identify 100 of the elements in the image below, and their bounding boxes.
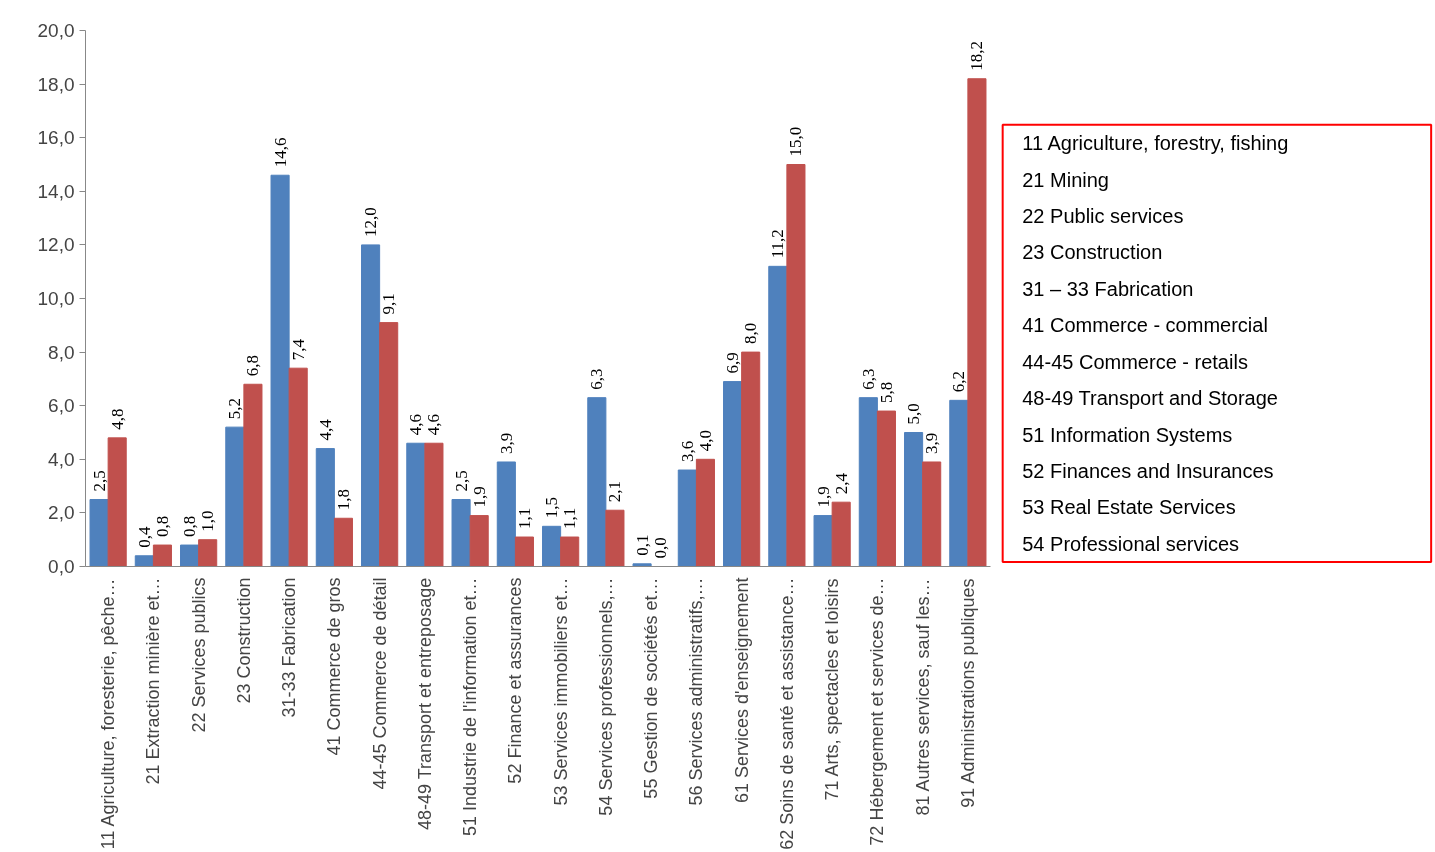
data-label: 3,9 <box>496 432 516 454</box>
bar <box>813 515 833 567</box>
data-label: 12,0 <box>361 207 381 237</box>
bar <box>225 426 245 567</box>
bar <box>180 544 200 567</box>
bar <box>424 442 444 567</box>
x-tick-label: 91 Administrations publiques <box>957 578 978 808</box>
bar <box>605 509 625 567</box>
bar <box>632 563 652 567</box>
y-tick-label: 4,0 <box>48 448 75 470</box>
bar <box>695 458 715 567</box>
bar <box>134 555 154 567</box>
bar <box>949 399 969 567</box>
x-tick-label: 44-45 Commerce de détail <box>369 577 390 790</box>
y-tick-label: 16,0 <box>37 127 75 149</box>
bar <box>514 536 534 567</box>
bar <box>496 461 516 567</box>
x-tick-label: 41 Commerce de gros <box>324 577 345 756</box>
y-tick-label: 14,0 <box>37 180 75 202</box>
x-tick-label: 81 Autres services, sauf les… <box>912 578 933 816</box>
bar <box>876 410 896 567</box>
x-tick-label: 52 Finance et assurances <box>505 577 526 784</box>
text: 11 Agriculture, forestry, fishing <box>1022 132 1289 155</box>
bar <box>107 437 127 567</box>
data-label: 11,2 <box>768 229 788 259</box>
data-label: 4,8 <box>107 408 127 430</box>
bar <box>677 469 697 567</box>
data-label: 9,1 <box>379 293 399 315</box>
data-label: 1,0 <box>198 510 218 532</box>
x-tick-label: 11 Agriculture, foresterie, pêche… <box>98 578 119 850</box>
data-label: 3,6 <box>677 440 697 463</box>
x-tick-label: 62 Soins de santé et assistance… <box>776 577 797 850</box>
bar <box>741 351 761 567</box>
x-tick-label: 22 Services publics <box>188 577 209 733</box>
text: 41 Commerce - commercial <box>1022 314 1268 337</box>
y-tick-label: 0,0 <box>48 556 75 577</box>
data-label: 0,0 <box>650 537 670 559</box>
data-label: 15,0 <box>786 126 806 157</box>
data-label: 6,2 <box>949 371 969 393</box>
bar <box>243 383 263 567</box>
text: 54 Professional services <box>1022 532 1240 555</box>
bar <box>786 164 806 567</box>
y-tick-label: 10,0 <box>37 288 75 309</box>
data-label: 2,4 <box>831 472 851 495</box>
x-tick-label: 23 Construction <box>233 577 254 704</box>
bar <box>922 461 942 567</box>
data-label: 1,5 <box>542 497 562 519</box>
data-label: 4,6 <box>424 413 444 436</box>
text: 31 – 33 Fabrication <box>1022 277 1194 300</box>
bar <box>904 432 924 567</box>
bar <box>152 544 172 567</box>
data-label: 4,6 <box>406 413 426 436</box>
data-label: 8,0 <box>741 322 761 345</box>
data-label: 6,3 <box>858 368 878 390</box>
text: 48-49 Transport and Storage <box>1022 387 1278 410</box>
data-label: 0,1 <box>632 534 652 556</box>
text: 44-45 Commerce - retails <box>1022 350 1248 373</box>
text: 53 Real Estate Services <box>1022 496 1236 519</box>
data-label: 6,9 <box>723 352 743 374</box>
x-tick-label: 48-49 Transport et entreposage <box>414 577 435 830</box>
bar <box>723 381 743 567</box>
bar <box>858 397 878 567</box>
y-tick-label: 18,0 <box>37 73 75 95</box>
text: 52 Finances and Insurances <box>1022 460 1274 483</box>
x-tick-label: 55 Gestion de sociétés et… <box>641 577 662 799</box>
y-tick-label: 8,0 <box>48 341 75 363</box>
bar <box>768 265 788 567</box>
bar <box>587 397 607 567</box>
y-tick-label: 6,0 <box>48 395 75 417</box>
data-label: 6,8 <box>243 355 263 377</box>
data-label: 5,8 <box>876 381 896 404</box>
bar <box>315 448 335 567</box>
data-label: 0,8 <box>180 515 200 538</box>
bar <box>406 442 426 567</box>
data-label: 1,9 <box>469 486 489 508</box>
y-tick-label: 20,0 <box>37 20 75 41</box>
bar <box>542 525 562 567</box>
y-tick-label: 12,0 <box>37 234 75 256</box>
x-tick-label: 56 Services administratifs,… <box>686 577 707 806</box>
text: 22 Public services <box>1022 204 1184 227</box>
bar <box>361 244 381 567</box>
data-label: 18,2 <box>967 40 987 71</box>
data-label: 2,1 <box>605 480 625 503</box>
bar <box>967 78 987 567</box>
data-label: 2,5 <box>451 470 471 492</box>
bar <box>270 174 290 567</box>
x-tick-label: 31-33 Fabrication <box>279 577 300 718</box>
bar <box>379 322 399 567</box>
x-tick-label: 71 Arts, spectacles et loisirs <box>822 578 843 801</box>
data-label: 1,1 <box>560 507 580 530</box>
y-tick-label: 2,0 <box>48 502 75 524</box>
data-label: 3,9 <box>922 432 942 454</box>
data-label: 14,6 <box>270 137 290 168</box>
x-tick-label: 72 Hébergement et services de… <box>867 577 888 846</box>
data-label: 4,4 <box>315 418 335 441</box>
text: 21 Mining <box>1022 168 1109 191</box>
bar <box>560 536 580 567</box>
bar <box>333 517 353 567</box>
text: 51 Information Systems <box>1022 423 1233 446</box>
bar <box>831 501 851 567</box>
